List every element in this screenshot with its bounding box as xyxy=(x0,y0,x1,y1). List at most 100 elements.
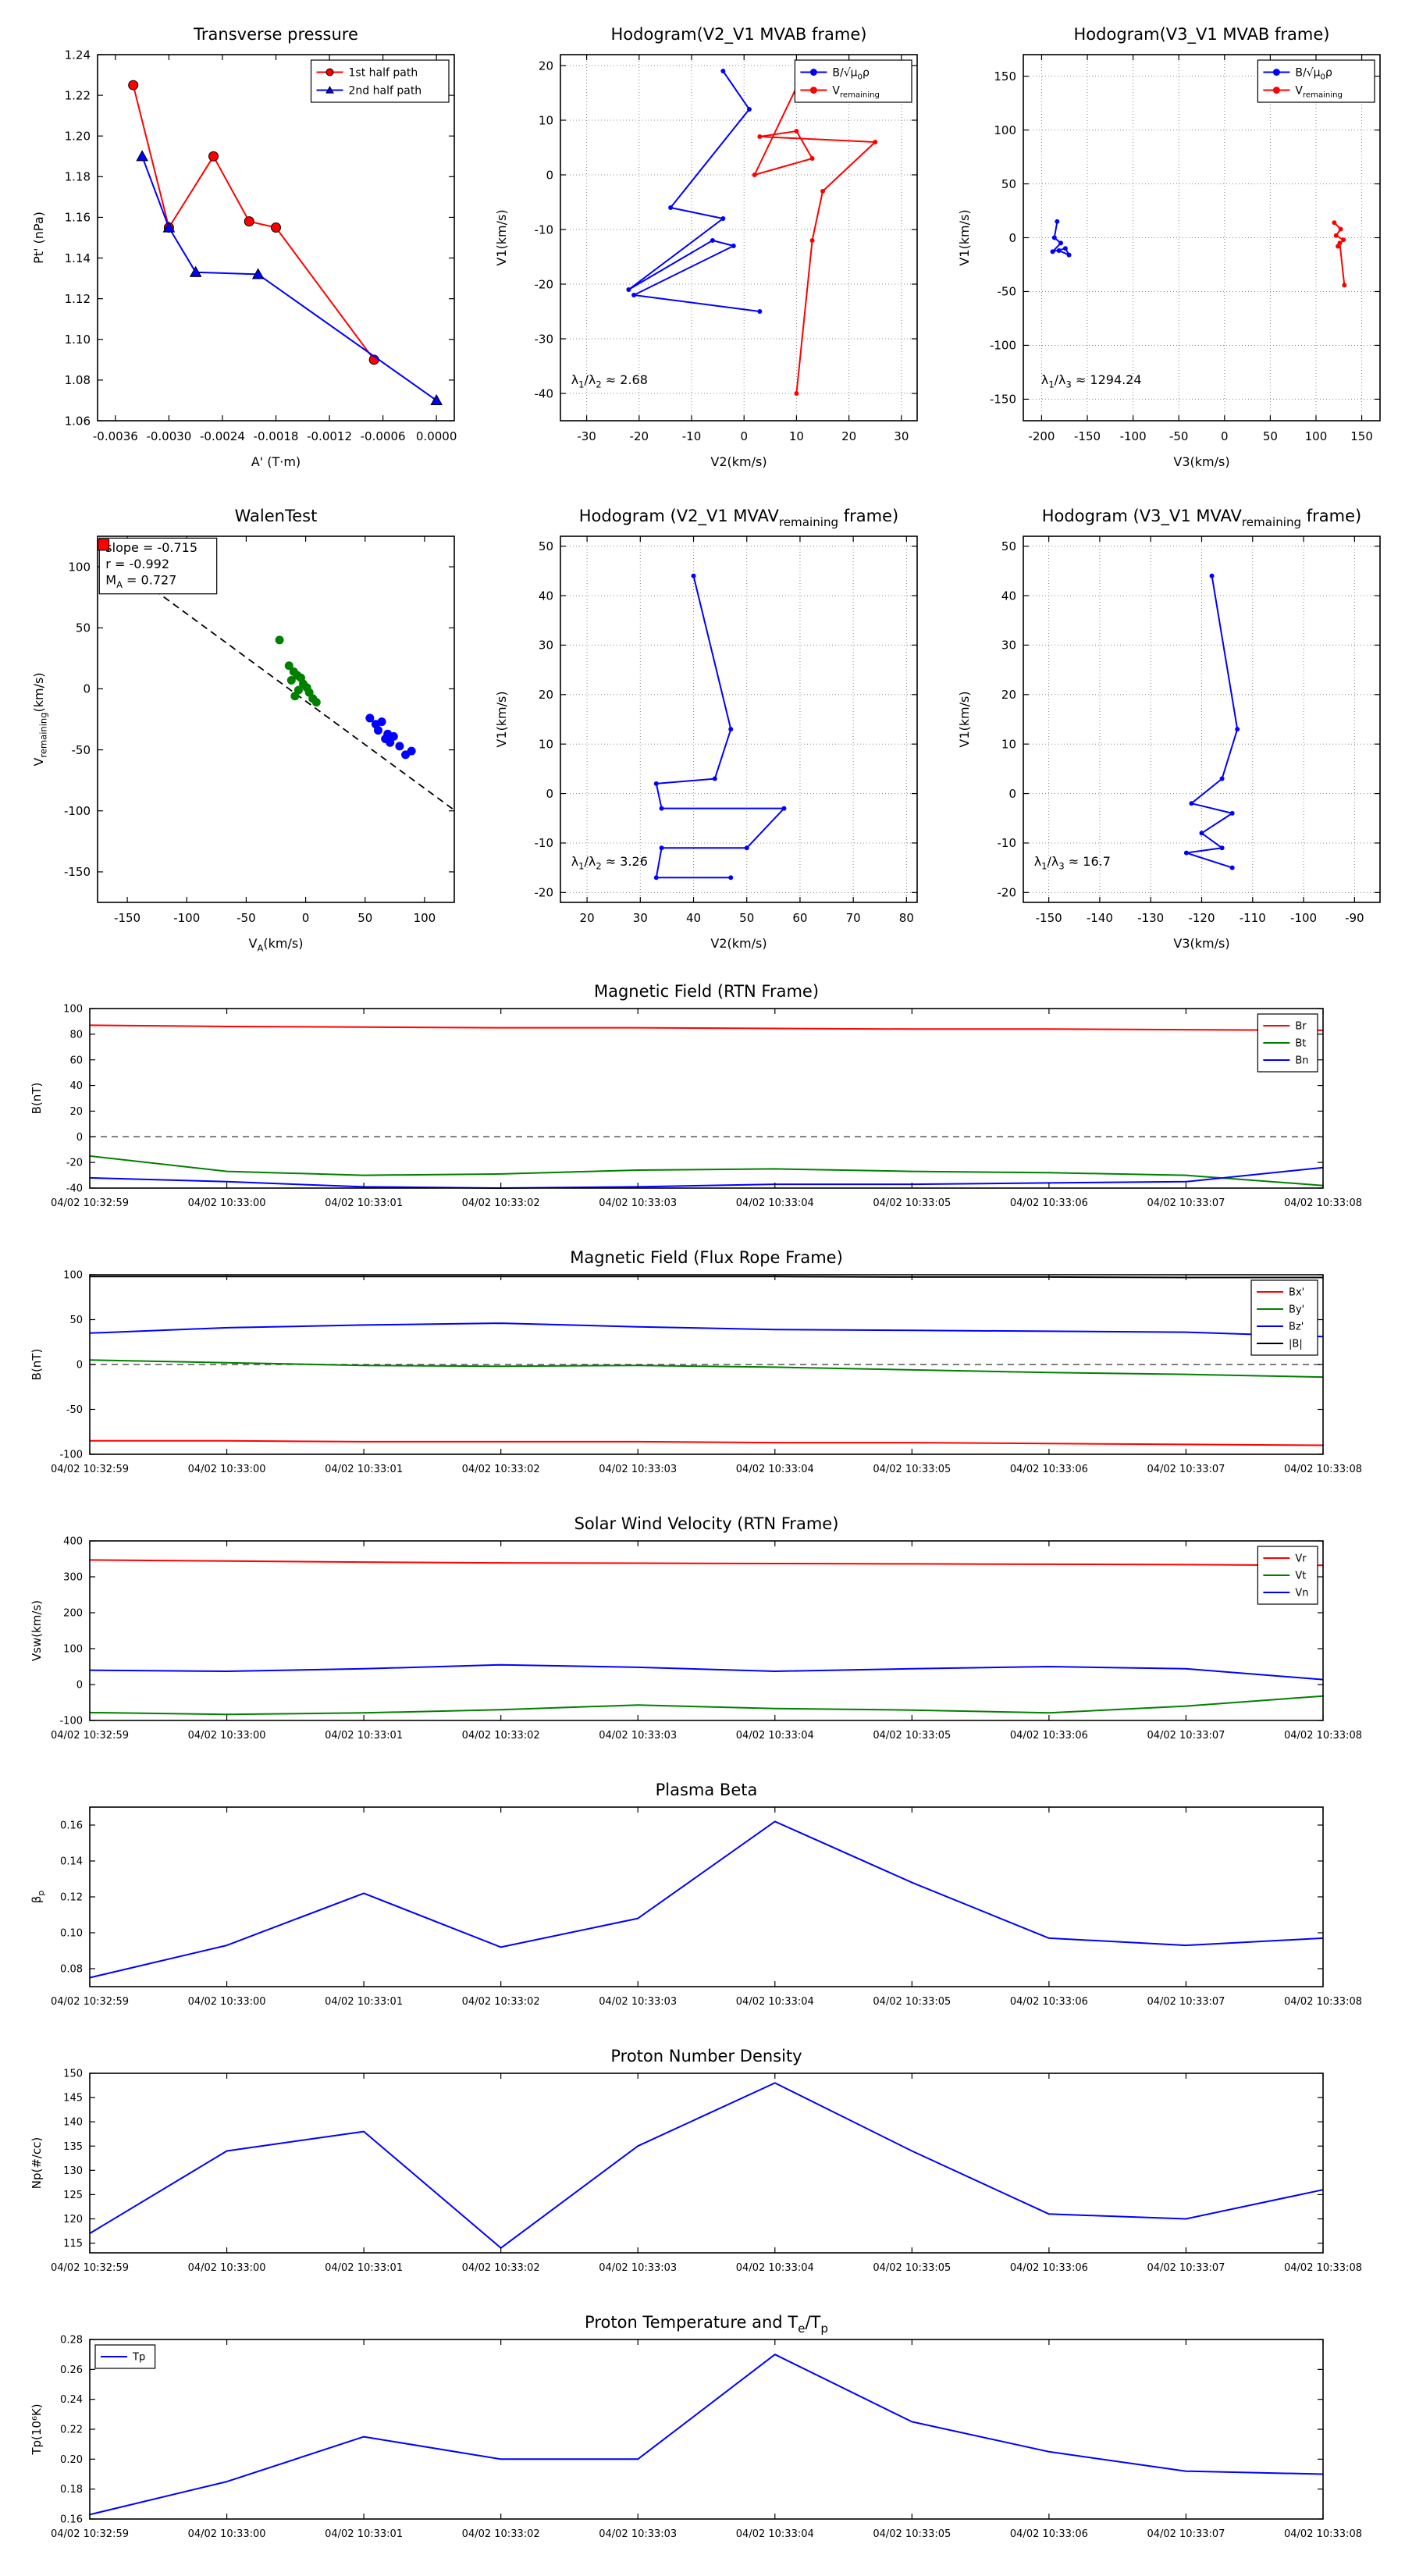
svg-text:V1(km/s): V1(km/s) xyxy=(957,691,972,747)
svg-text:04/02 10:33:07: 04/02 10:33:07 xyxy=(1147,2528,1225,2540)
svg-text:B(nT): B(nT) xyxy=(30,1083,44,1115)
proton-density-panel: 04/02 10:32:59 04/02 10:33:00 04/02 10:33:… xyxy=(0,2041,1405,2310)
svg-text:-100: -100 xyxy=(173,911,200,925)
svg-text:Hodogram(V3_V1 MVAB frame): Hodogram(V3_V1 MVAB frame) xyxy=(1074,25,1330,44)
svg-text:04/02 10:33:08: 04/02 10:33:08 xyxy=(1284,1464,1362,1475)
svg-text:Br: Br xyxy=(1295,1021,1307,1033)
svg-text:Pt' (nPa): Pt' (nPa) xyxy=(31,212,46,264)
svg-text:Magnetic Field (Flux Rope Fram: Magnetic Field (Flux Rope Frame) xyxy=(570,1248,843,1267)
svg-text:-100: -100 xyxy=(990,339,1016,353)
svg-text:V2(km/s): V2(km/s) xyxy=(710,936,767,951)
svg-text:VA(km/s): VA(km/s) xyxy=(249,936,304,954)
svg-text:0.26: 0.26 xyxy=(60,2364,83,2376)
svg-text:04/02 10:33:07: 04/02 10:33:07 xyxy=(1147,2262,1225,2274)
svg-text:145: 145 xyxy=(63,2093,83,2105)
svg-text:MA = 0.727: MA = 0.727 xyxy=(105,573,176,591)
svg-text:04/02 10:33:04: 04/02 10:33:04 xyxy=(736,1464,814,1475)
svg-text:40: 40 xyxy=(539,589,553,603)
svg-text:-10: -10 xyxy=(535,836,554,850)
svg-text:04/02 10:33:00: 04/02 10:33:00 xyxy=(188,1730,266,1742)
svg-text:Vremaining(km/s): Vremaining(km/s) xyxy=(31,672,49,766)
svg-text:-30: -30 xyxy=(535,332,554,346)
transverse-pressure-plot: -0.0036 -0.0030 -0.0024 -0.0018 -0.0012 -0.00… xyxy=(20,12,476,493)
solar-wind-velocity-rtn-svg: 04/02 10:32:59 04/02 10:33:00 04/02 10:33:… xyxy=(30,1514,1362,1742)
svg-text:04/02 10:33:04: 04/02 10:33:04 xyxy=(736,1996,814,2008)
svg-text:04/02 10:33:01: 04/02 10:33:01 xyxy=(325,1197,403,1209)
svg-text:-100: -100 xyxy=(64,804,91,818)
svg-text:-150: -150 xyxy=(990,393,1016,407)
solar-wind-velocity-panel: 04/02 10:32:59 04/02 10:33:00 04/02 10:33:… xyxy=(0,1508,1405,1777)
svg-text:04/02 10:33:02: 04/02 10:33:02 xyxy=(462,1730,540,1742)
svg-text:0.22: 0.22 xyxy=(60,2425,83,2436)
svg-text:04/02 10:32:59: 04/02 10:32:59 xyxy=(51,1464,129,1475)
svg-text:Hodogram (V2_V1 MVAVremaining: Hodogram (V2_V1 MVAVremaining frame) xyxy=(579,507,899,529)
svg-text:04/02 10:33:08: 04/02 10:33:08 xyxy=(1284,1730,1362,1742)
svg-text:0.10: 0.10 xyxy=(60,1928,83,1940)
svg-text:V3(km/s): V3(km/s) xyxy=(1173,936,1229,951)
svg-text:V1(km/s): V1(km/s) xyxy=(957,209,972,265)
svg-text:-50: -50 xyxy=(998,285,1017,299)
svg-text:80: 80 xyxy=(69,1029,83,1041)
svg-text:20: 20 xyxy=(580,911,595,925)
svg-text:10: 10 xyxy=(1001,737,1016,751)
svg-text:Vt: Vt xyxy=(1295,1571,1306,1582)
svg-text:50: 50 xyxy=(1001,177,1016,191)
svg-text:1.16: 1.16 xyxy=(65,211,91,225)
svg-text:-200: -200 xyxy=(1028,429,1055,443)
svg-text:-20: -20 xyxy=(630,429,649,443)
svg-text:0.16: 0.16 xyxy=(60,2514,83,2526)
svg-text:80: 80 xyxy=(899,911,914,925)
svg-text:04/02 10:33:03: 04/02 10:33:03 xyxy=(599,2262,677,2274)
proton-number-density-svg: 04/02 10:32:59 04/02 10:33:00 04/02 10:33:… xyxy=(30,2047,1362,2274)
svg-text:04/02 10:33:02: 04/02 10:33:02 xyxy=(462,1197,540,1209)
svg-text:1.22: 1.22 xyxy=(65,88,91,102)
svg-text:10: 10 xyxy=(539,113,553,127)
svg-text:40: 40 xyxy=(1001,589,1016,603)
svg-text:150: 150 xyxy=(994,69,1016,84)
svg-text:400: 400 xyxy=(63,1536,83,1548)
svg-text:04/02 10:33:02: 04/02 10:33:02 xyxy=(462,1996,540,2008)
svg-text:50: 50 xyxy=(1263,429,1278,443)
svg-text:04/02 10:33:05: 04/02 10:33:05 xyxy=(873,1996,951,2008)
svg-text:0: 0 xyxy=(1221,429,1229,443)
svg-text:-20: -20 xyxy=(66,1158,83,1169)
svg-text:100: 100 xyxy=(1305,429,1328,443)
svg-text:-110: -110 xyxy=(1240,911,1266,925)
svg-text:-100: -100 xyxy=(1290,911,1317,925)
svg-text:04/02 10:33:06: 04/02 10:33:06 xyxy=(1010,1464,1088,1475)
svg-text:1.14: 1.14 xyxy=(65,251,91,265)
svg-text:-10: -10 xyxy=(682,429,702,443)
svg-text:-140: -140 xyxy=(1087,911,1113,925)
svg-text:04/02 10:33:03: 04/02 10:33:03 xyxy=(599,1730,677,1742)
svg-text:1.24: 1.24 xyxy=(65,48,91,62)
svg-text:20: 20 xyxy=(539,688,553,702)
svg-text:0.24: 0.24 xyxy=(60,2394,83,2406)
svg-text:20: 20 xyxy=(841,429,856,443)
svg-text:20: 20 xyxy=(1001,688,1016,702)
svg-text:-50: -50 xyxy=(66,1404,83,1416)
svg-text:30: 30 xyxy=(539,639,553,653)
svg-text:V1(km/s): V1(km/s) xyxy=(494,209,509,265)
svg-text:Vremaining: Vremaining xyxy=(832,84,880,99)
svg-text:100: 100 xyxy=(63,1644,83,1656)
svg-text:04/02 10:33:03: 04/02 10:33:03 xyxy=(599,1197,677,1209)
svg-text:|B|: |B| xyxy=(1289,1339,1303,1350)
hodogram-v2v1-mvab-svg: -30 -20 -10 0 10 20 30 -40 -30 -20 -10 0 10 20 Hodogra… xyxy=(494,25,918,469)
svg-text:Bn: Bn xyxy=(1295,1055,1308,1067)
svg-text:130: 130 xyxy=(63,2165,83,2177)
svg-text:Transverse pressure: Transverse pressure xyxy=(193,25,358,44)
svg-text:04/02 10:33:07: 04/02 10:33:07 xyxy=(1147,1464,1225,1475)
svg-text:0: 0 xyxy=(546,787,553,801)
svg-text:1st half path: 1st half path xyxy=(349,66,418,79)
svg-text:04/02 10:33:04: 04/02 10:33:04 xyxy=(736,1730,814,1742)
svg-text:V3(km/s): V3(km/s) xyxy=(1173,454,1229,469)
svg-text:20: 20 xyxy=(69,1106,83,1118)
svg-text:0: 0 xyxy=(76,1132,83,1144)
svg-text:40: 40 xyxy=(686,911,701,925)
svg-text:Vn: Vn xyxy=(1295,1588,1308,1599)
hodogram-v2v1-mvab-plot: -30 -20 -10 0 10 20 30 -40 -30 -20 -10 0 10 20 Hodogra… xyxy=(482,12,939,493)
svg-text:04/02 10:33:00: 04/02 10:33:00 xyxy=(188,1197,266,1209)
svg-text:200: 200 xyxy=(63,1608,83,1620)
svg-text:Magnetic Field (RTN Frame): Magnetic Field (RTN Frame) xyxy=(594,982,819,1001)
magnetic-field-rtn-svg: 04/02 10:32:59 04/02 10:33:00 04/02 10:33:… xyxy=(30,982,1362,1209)
